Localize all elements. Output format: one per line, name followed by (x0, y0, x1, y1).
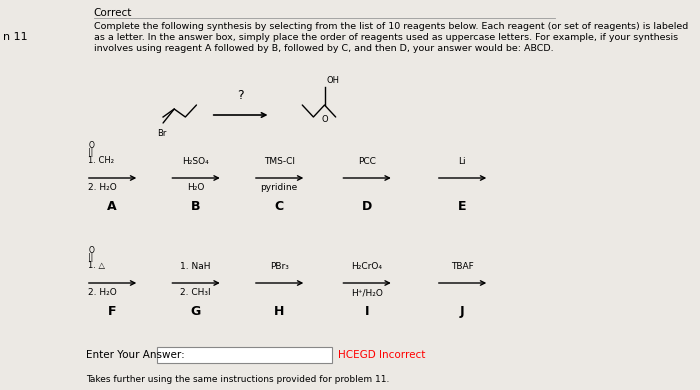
Text: F: F (108, 305, 116, 318)
Text: Complete the following synthesis by selecting from the list of 10 reagents below: Complete the following synthesis by sele… (94, 22, 688, 31)
Text: involves using reagent A followed by B, followed by C, and then D, your answer w: involves using reagent A followed by B, … (94, 44, 554, 53)
Text: Correct: Correct (94, 8, 132, 18)
Text: ||: || (88, 253, 94, 262)
Text: Enter Your Answer:: Enter Your Answer: (86, 350, 185, 360)
Text: C: C (274, 200, 284, 213)
Text: D: D (362, 200, 372, 213)
Text: O: O (321, 115, 328, 124)
Text: 2. H₂O: 2. H₂O (88, 288, 117, 297)
Text: n 11: n 11 (4, 32, 28, 42)
Text: as a letter. In the answer box, simply place the order of reagents used as upper: as a letter. In the answer box, simply p… (94, 33, 678, 42)
Text: H₂SO₄: H₂SO₄ (182, 157, 209, 166)
Text: ?: ? (237, 89, 244, 102)
Text: Br: Br (157, 129, 166, 138)
Text: H⁺/H₂O: H⁺/H₂O (351, 288, 383, 297)
Text: TBAF: TBAF (451, 262, 473, 271)
Text: E: E (458, 200, 466, 213)
FancyBboxPatch shape (158, 347, 332, 363)
Text: O: O (88, 246, 95, 255)
Text: ||: || (88, 148, 94, 157)
Text: H: H (274, 305, 284, 318)
Text: Takes further using the same instructions provided for problem 11.: Takes further using the same instruction… (86, 375, 389, 384)
Text: PCC: PCC (358, 157, 376, 166)
Text: 1. △: 1. △ (88, 261, 105, 270)
Text: A: A (107, 200, 117, 213)
Text: HCEGD Incorrect: HCEGD Incorrect (338, 350, 426, 360)
Text: H₂CrO₄: H₂CrO₄ (351, 262, 382, 271)
Text: 2. H₂O: 2. H₂O (88, 183, 117, 192)
Text: PBr₃: PBr₃ (270, 262, 288, 271)
Text: J: J (460, 305, 465, 318)
Text: 2. CH₃I: 2. CH₃I (181, 288, 211, 297)
Text: 1. CH₂: 1. CH₂ (88, 156, 114, 165)
Text: I: I (365, 305, 369, 318)
Text: G: G (190, 305, 201, 318)
Text: O: O (88, 141, 95, 150)
Text: H₂O: H₂O (187, 183, 204, 192)
Text: Li: Li (458, 157, 466, 166)
Text: pyridine: pyridine (260, 183, 298, 192)
Text: B: B (191, 200, 200, 213)
Text: 1. NaH: 1. NaH (181, 262, 211, 271)
Text: TMS-Cl: TMS-Cl (264, 157, 295, 166)
Text: OH: OH (326, 76, 339, 85)
